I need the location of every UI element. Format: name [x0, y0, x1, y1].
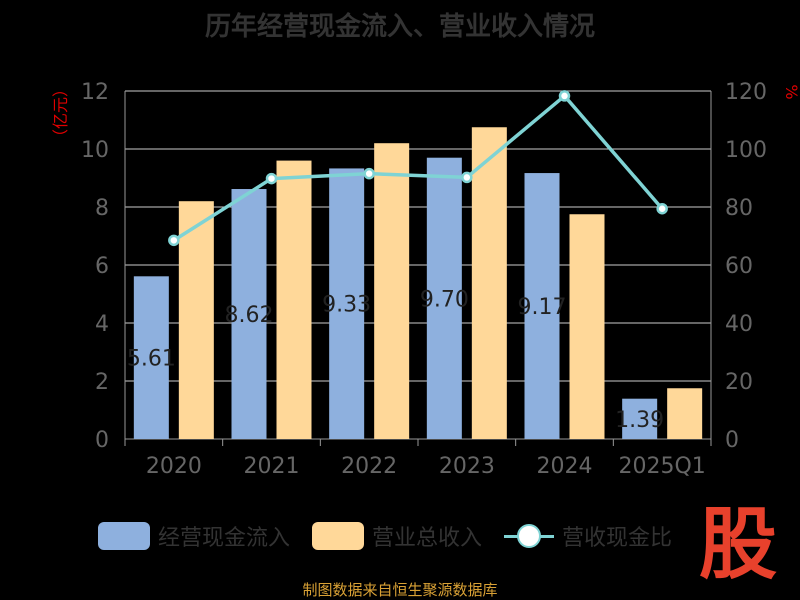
y-axis-unit: （亿元） [51, 81, 70, 145]
legend-label-cash-inflow: 经营现金流入 [158, 526, 291, 551]
bar-revenue [569, 214, 605, 439]
bar-revenue [374, 143, 410, 439]
line-point [265, 172, 278, 185]
bar-data-label: 9.17 [518, 295, 567, 320]
y2-tick-label: 40 [725, 312, 753, 337]
x-tick-label: 2020 [146, 454, 202, 479]
bar-cash-inflow [426, 157, 462, 439]
x-tick-label: 2024 [537, 454, 593, 479]
legend-label-cash-ratio: 营收现金比 [562, 526, 673, 551]
bar-data-label: 9.70 [420, 287, 469, 312]
y2-tick-label: 80 [725, 196, 753, 221]
legend-swatch-cash-inflow [98, 522, 150, 550]
line-cash-ratio [172, 94, 664, 242]
bar-cash-inflow [133, 276, 169, 439]
bar-cash-inflow [524, 173, 560, 439]
legend-item-cash-ratio[interactable]: 营收现金比 [504, 520, 672, 552]
legend-item-revenue[interactable]: 营业总收入 [312, 520, 482, 552]
x-tick-label: 2023 [439, 454, 495, 479]
legend-swatch-cash-ratio [504, 522, 555, 550]
bar-data-label: 9.33 [322, 293, 371, 318]
line-point [168, 234, 180, 247]
y2-tick-label: 20 [725, 370, 753, 395]
watermark-logo: 股 [698, 500, 777, 590]
legend-swatch-revenue [312, 522, 365, 550]
bar-cash-inflow [329, 168, 365, 439]
bar-data-label: 5.61 [127, 347, 176, 372]
bar-data-label: 1.39 [615, 408, 664, 433]
y-tick-label: 2 [95, 370, 109, 395]
line-point [656, 202, 668, 215]
legend-label-revenue: 营业总收入 [372, 526, 483, 551]
y-tick-label: 8 [95, 196, 109, 221]
line-point [558, 90, 571, 102]
line-point [461, 171, 473, 184]
y-tick-label: 0 [95, 428, 109, 453]
x-tick-label: 2022 [341, 454, 397, 479]
y-tick-label: 10 [81, 138, 109, 163]
line-point [363, 167, 375, 180]
y2-tick-label: 100 [725, 138, 767, 163]
y2-tick-label: 60 [725, 254, 753, 279]
chart-title: 历年经营现金流入、营业收入情况 [204, 12, 595, 42]
y-tick-label: 12 [81, 80, 109, 105]
bar-revenue [471, 127, 507, 439]
bar-cash-inflow [231, 189, 267, 439]
x-tick-label: 2025Q1 [619, 454, 706, 479]
y-tick-label: 6 [95, 254, 109, 279]
y-tick-label: 4 [95, 312, 109, 337]
source-note: 制图数据来自恒生聚源数据库 [302, 581, 498, 599]
legend-item-cash-inflow[interactable]: 经营现金流入 [98, 520, 290, 552]
bar-revenue [276, 160, 312, 439]
y2-axis-unit: % [782, 84, 800, 99]
bar-revenue [667, 388, 703, 439]
bar-revenue [178, 201, 214, 439]
bar-data-label: 8.62 [225, 303, 274, 328]
y2-tick-label: 120 [725, 80, 767, 105]
bar-cash-inflow [622, 398, 658, 439]
y2-tick-label: 0 [725, 428, 739, 453]
x-tick-label: 2021 [244, 454, 300, 479]
legend: 经营现金流入 营业总收入 营收现金比 [98, 516, 694, 556]
